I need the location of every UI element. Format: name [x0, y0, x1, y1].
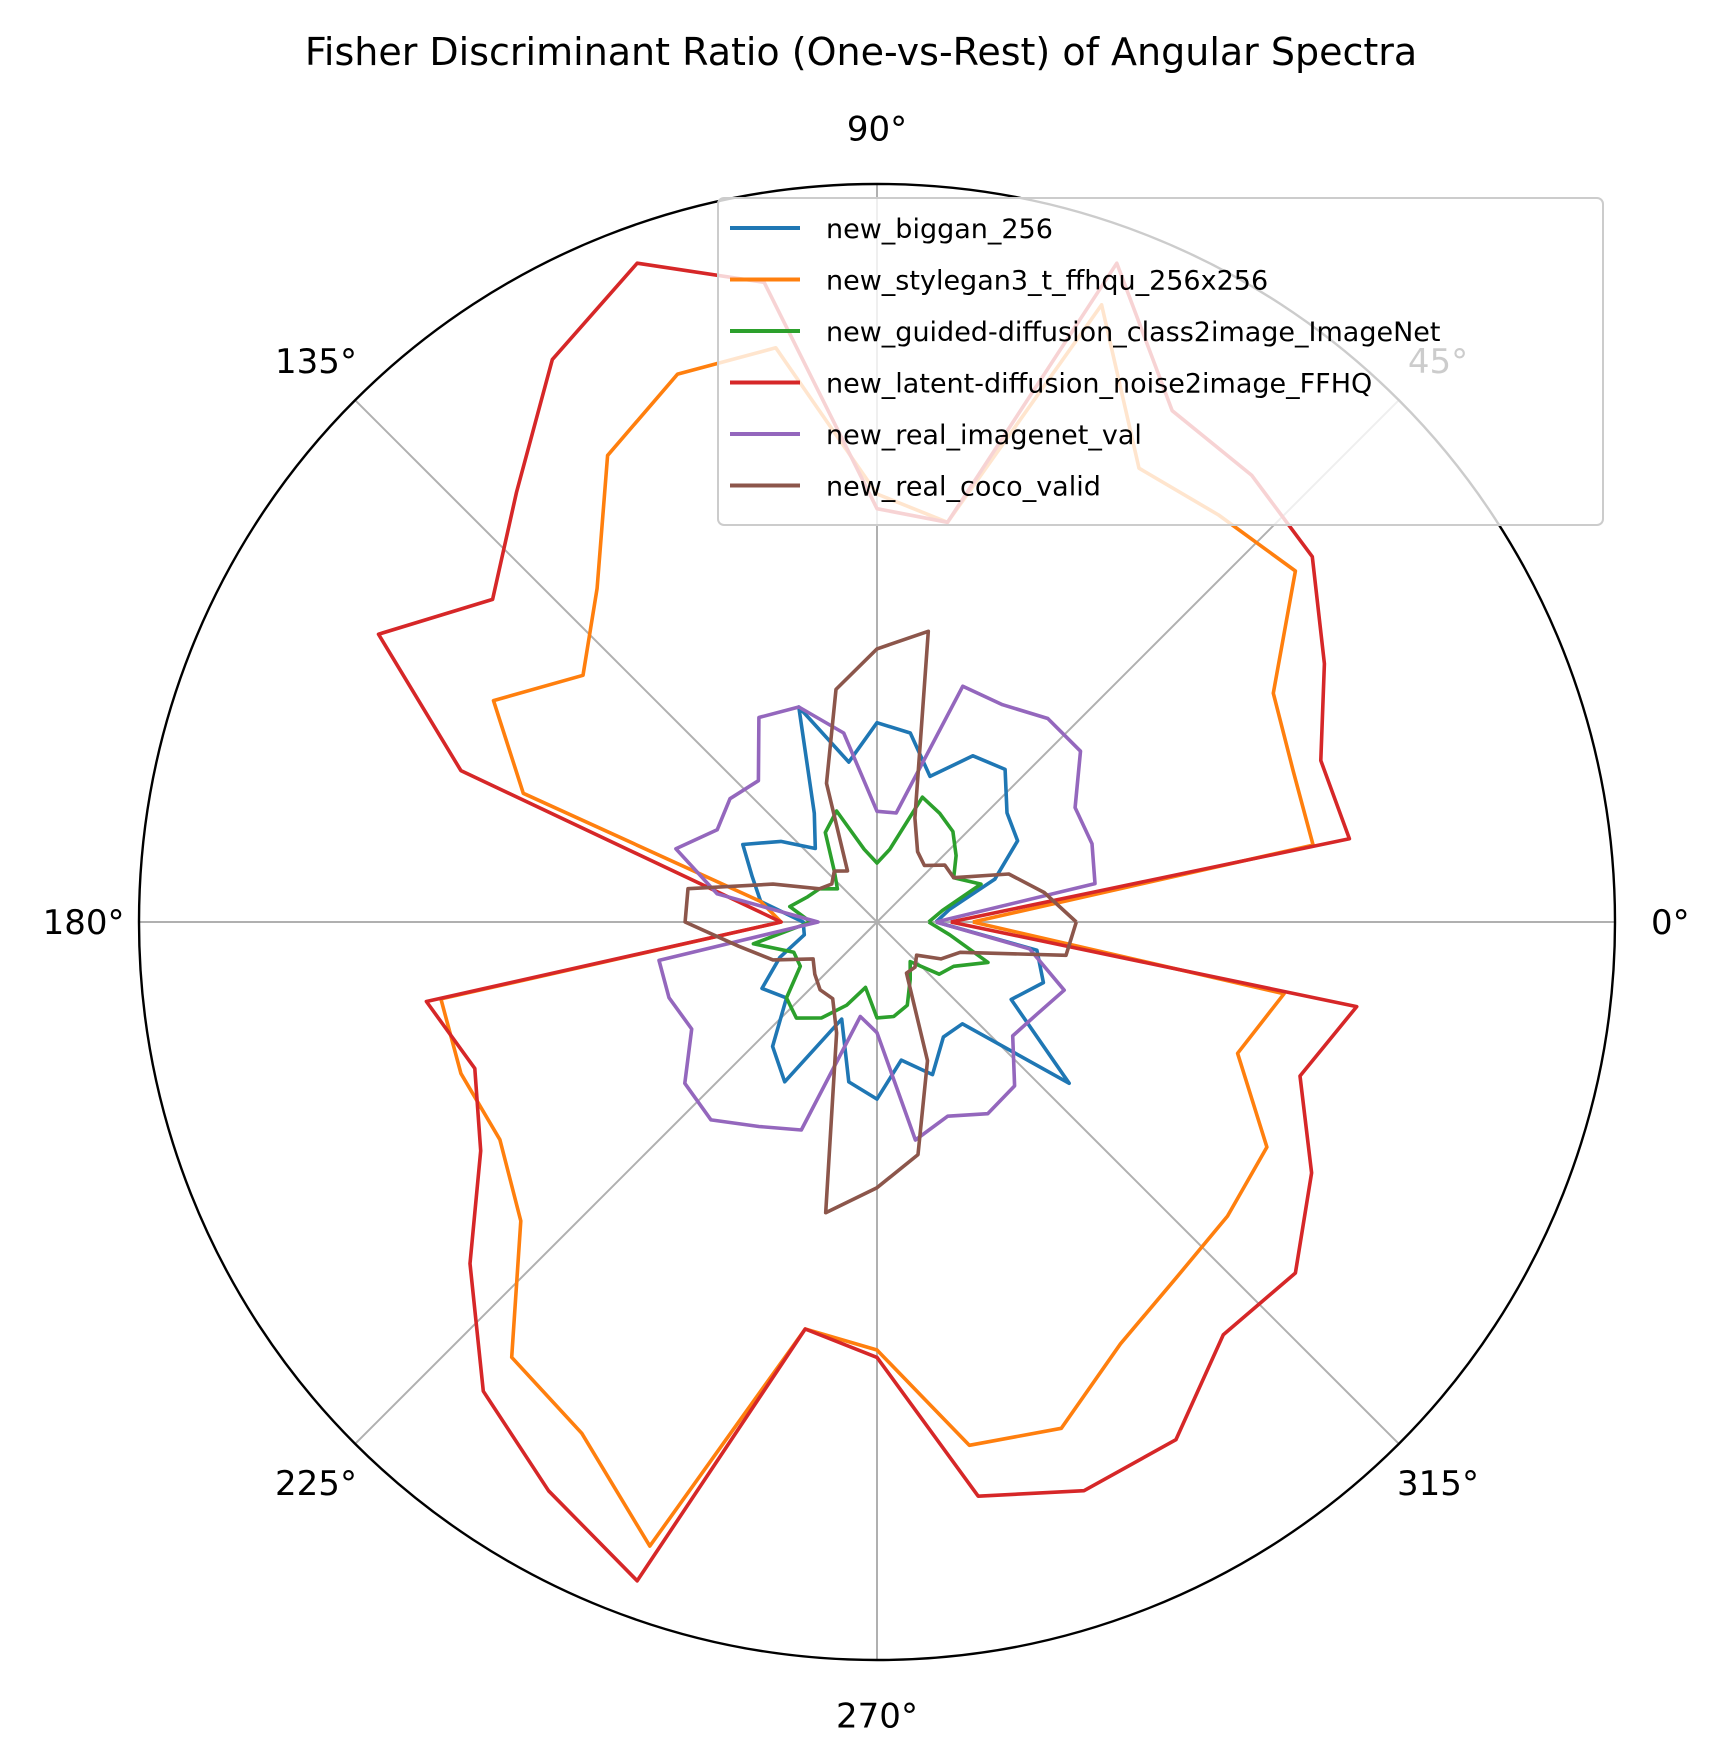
theta-tick-label-180: 180°	[43, 903, 125, 943]
legend-label-3: new_latent-diffusion_noise2image_FFHQ	[826, 369, 1372, 400]
theta-tick-label-135: 135°	[275, 342, 357, 382]
series-line-0	[741, 705, 1071, 1101]
theta-tick-label-90: 90°	[847, 110, 907, 150]
series-line-5	[683, 629, 1079, 1215]
legend-label-0: new_biggan_256	[826, 214, 1053, 245]
theta-tick-label-270: 270°	[836, 1696, 918, 1736]
series-line-4	[657, 684, 1097, 1142]
legend-label-1: new_stylegan3_t_ffhqu_256x256	[826, 266, 1268, 297]
legend: new_biggan_256 new_stylegan3_t_ffhqu_256x…	[717, 197, 1604, 526]
grid-spoke-135	[354, 399, 878, 923]
theta-tick-label-0: 0°	[1651, 903, 1690, 943]
theta-tick-labels: 0°45°90°135°180°225°270°315°	[43, 110, 1690, 1737]
grid-spoke-315	[876, 921, 1400, 1445]
polar-frame	[137, 182, 1617, 1662]
legend-label-4: new_real_imagenet_val	[826, 420, 1142, 451]
legend-box	[717, 197, 1604, 526]
legend-label-2: new_guided-diffusion_class2image_ImageNe…	[826, 317, 1441, 348]
theta-tick-label-225: 225°	[275, 1464, 357, 1504]
chart-title: Fisher Discriminant Ratio (One-vs-Rest) …	[305, 30, 1417, 74]
legend-label-5: new_real_coco_valid	[826, 472, 1101, 503]
theta-tick-label-315: 315°	[1397, 1464, 1479, 1504]
